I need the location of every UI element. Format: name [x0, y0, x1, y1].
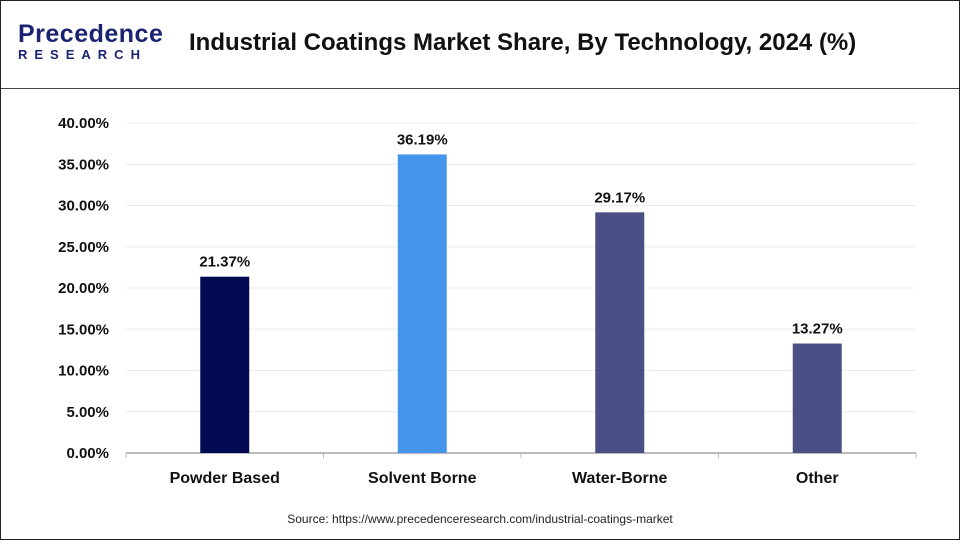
- data-label: 36.19%: [397, 131, 448, 148]
- data-label: 13.27%: [792, 321, 843, 338]
- y-tick-label: 10.00%: [58, 363, 109, 380]
- logo-subtext: RESEARCH: [18, 47, 147, 62]
- header: Precedence RESEARCH Industrial Coatings …: [1, 1, 959, 89]
- x-tick-label: Water-Borne: [572, 470, 668, 487]
- chart-title: Industrial Coatings Market Share, By Tec…: [189, 29, 857, 56]
- data-label: 21.37%: [199, 254, 250, 271]
- bar: [397, 154, 447, 453]
- y-tick-label: 35.00%: [58, 156, 109, 173]
- y-tick-label: 40.00%: [58, 115, 109, 132]
- logo: Precedence RESEARCH: [18, 20, 164, 63]
- x-tick-label: Other: [796, 470, 839, 487]
- data-label: 29.17%: [594, 189, 645, 206]
- y-tick-label: 0.00%: [66, 445, 109, 462]
- source-text: Source: https://www.precedenceresearch.c…: [287, 512, 673, 526]
- x-tick-label: Powder Based: [170, 470, 280, 487]
- bar: [595, 212, 645, 453]
- logo-text: Precedence: [18, 20, 164, 48]
- y-tick-label: 15.00%: [58, 321, 109, 338]
- y-tick-label: 25.00%: [58, 239, 109, 256]
- y-tick-label: 5.00%: [66, 404, 109, 421]
- y-tick-label: 20.00%: [58, 280, 109, 297]
- bar: [792, 343, 842, 453]
- x-tick-label: Solvent Borne: [368, 470, 477, 487]
- y-tick-label: 30.00%: [58, 198, 109, 215]
- bar: [200, 276, 250, 453]
